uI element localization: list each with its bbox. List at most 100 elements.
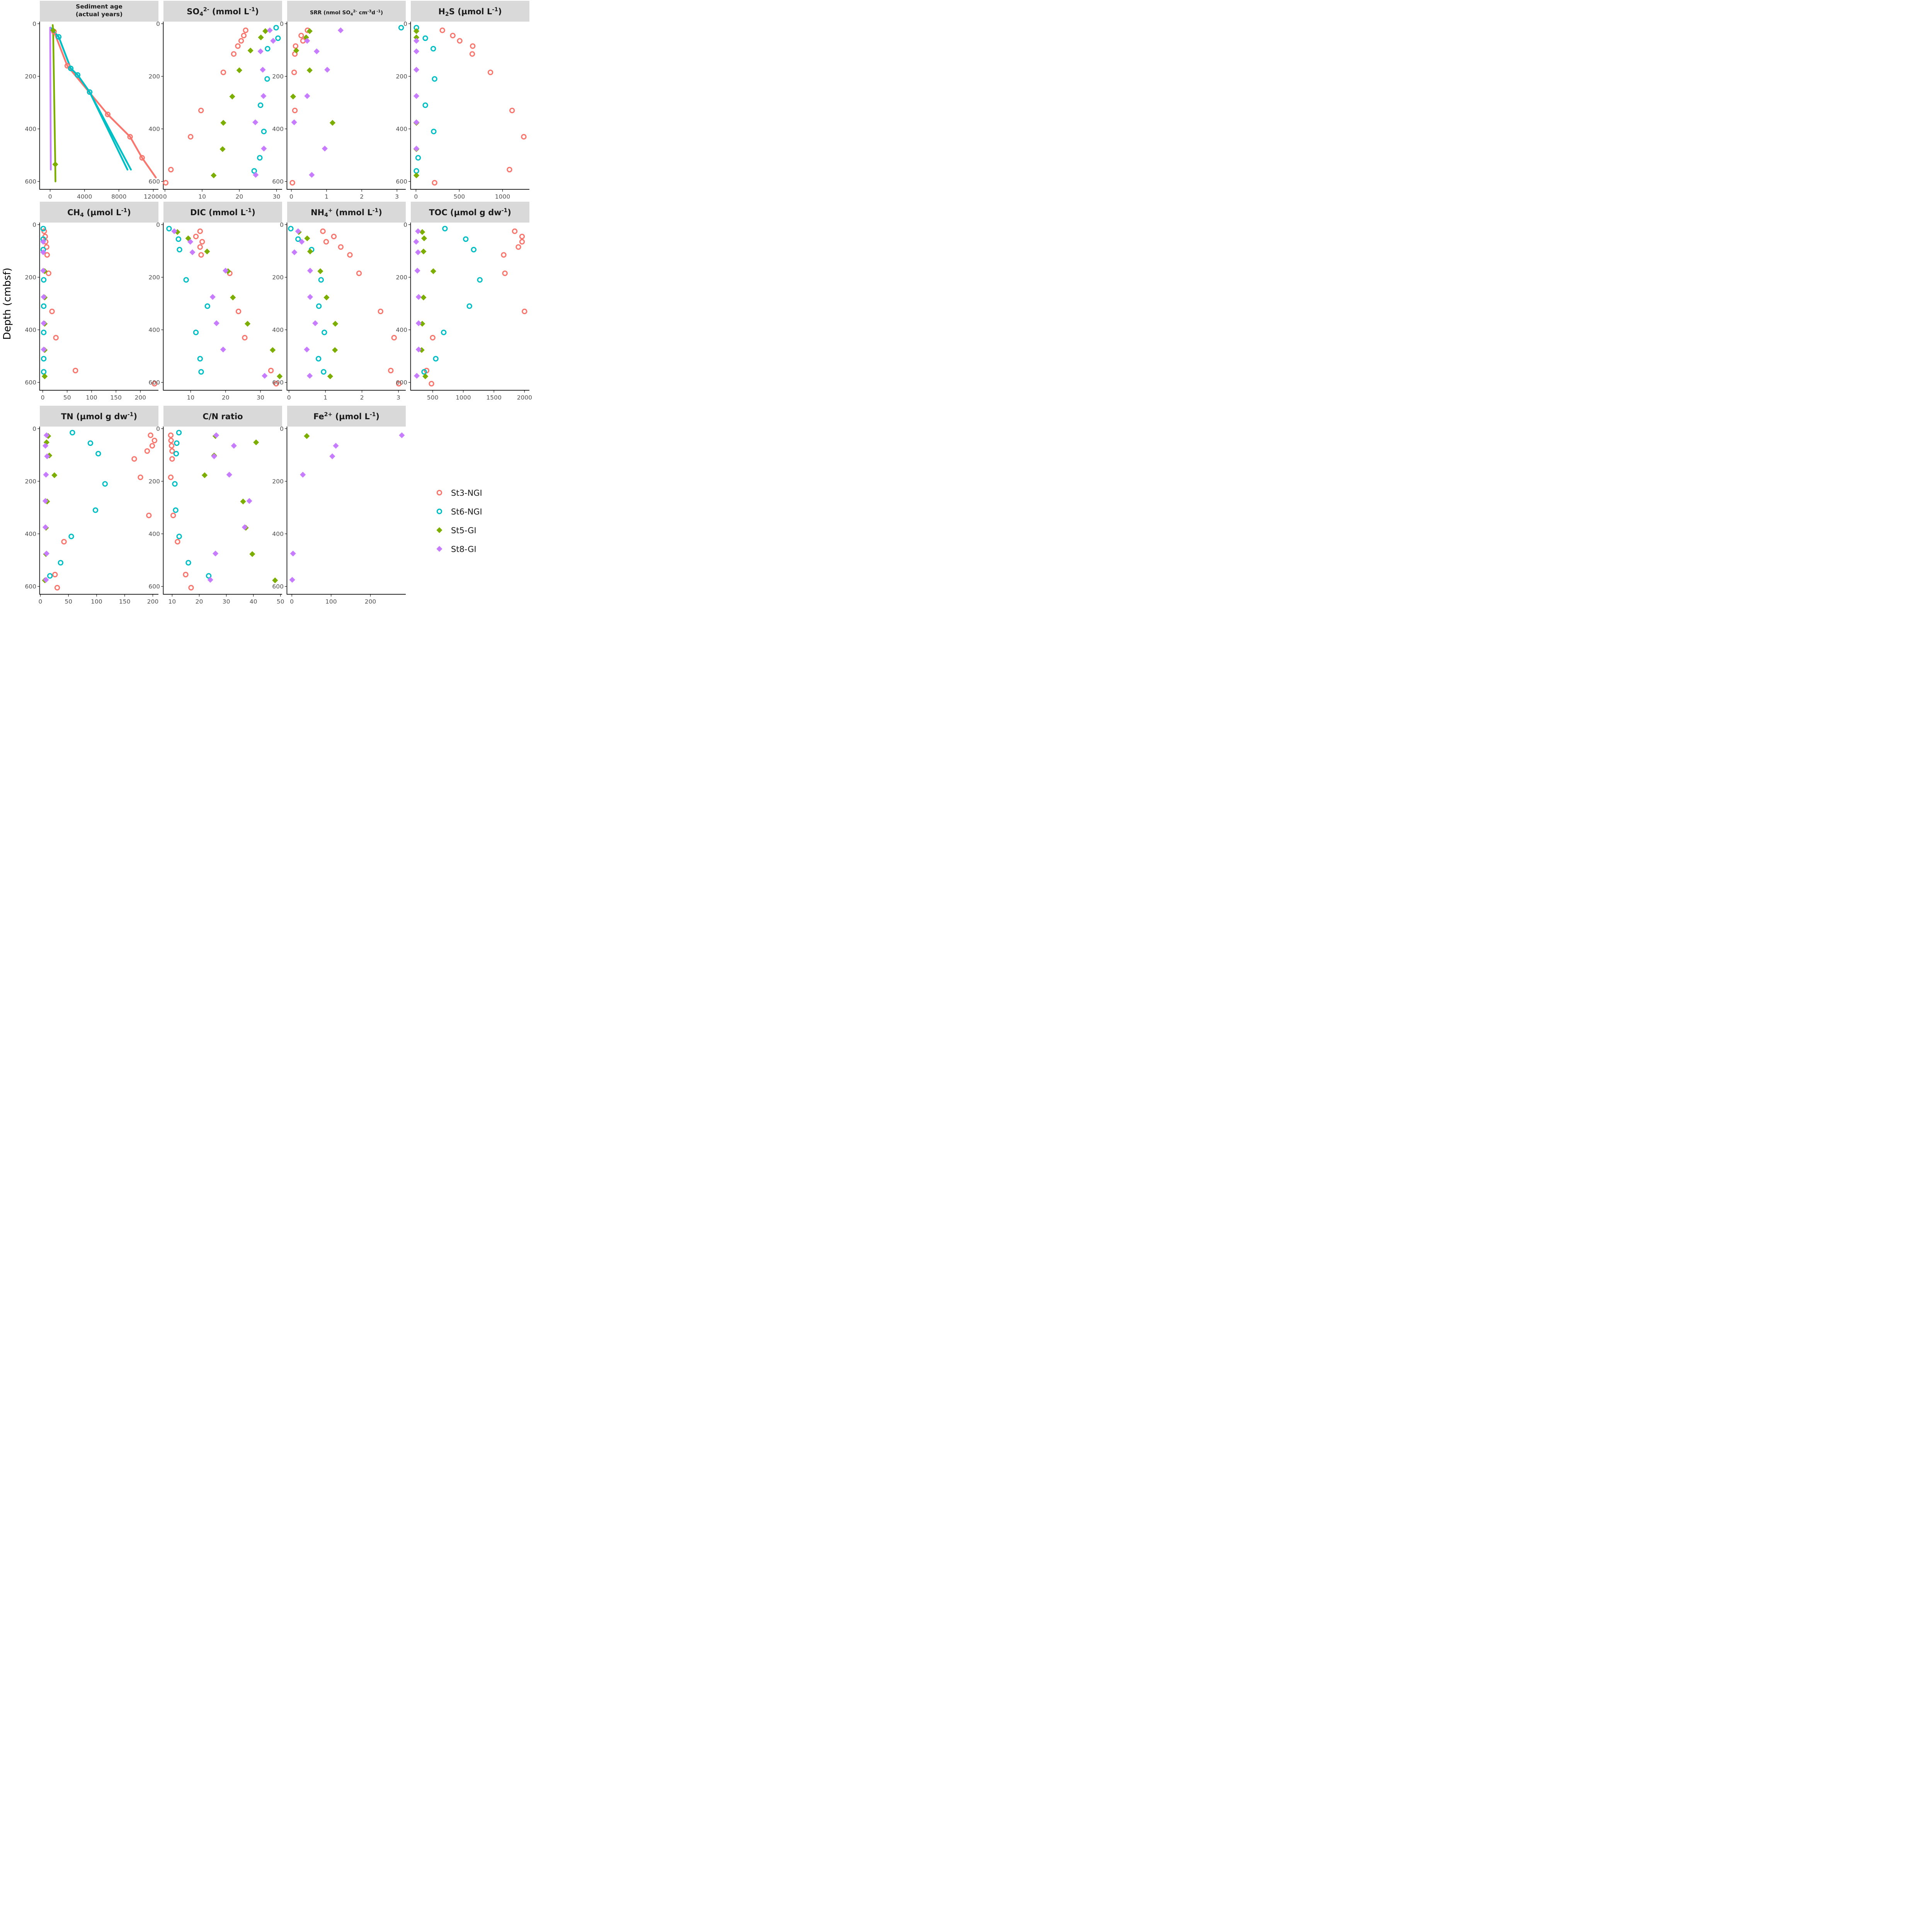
data-point	[291, 70, 297, 75]
data-point	[432, 180, 437, 186]
series-st6-ngi	[172, 430, 212, 579]
series-st6-ngi	[47, 430, 108, 579]
series-st3-ngi	[424, 228, 527, 387]
data-point	[422, 35, 428, 41]
y-tick-label: 0	[156, 425, 160, 432]
y-tick-label: 200	[148, 274, 160, 281]
data-point	[333, 443, 339, 449]
panel-title: CH4 (µmol L-1)	[67, 207, 131, 218]
series-st8-gi	[291, 228, 318, 379]
data-point	[316, 356, 322, 362]
data-point	[46, 270, 51, 276]
data-point	[413, 48, 420, 54]
data-point	[466, 303, 472, 309]
data-point	[262, 28, 269, 34]
x-tick-label: 1	[325, 193, 328, 200]
x-tick-label: 2000	[517, 394, 532, 401]
x-tick-label: 200	[147, 598, 159, 605]
legend: St3-NGI St6-NGI St5-GI St8-GI	[436, 488, 482, 554]
panel-9: TN (µmol g dw-1) 0 200 400 600 0 50 100 150 200	[25, 406, 158, 605]
data-point	[267, 27, 273, 34]
data-point	[43, 577, 49, 583]
series-line-st6-ngi	[49, 27, 132, 171]
data-point	[42, 443, 49, 449]
data-point	[509, 107, 515, 114]
y-tick-label: 400	[148, 126, 160, 133]
data-point	[144, 448, 150, 454]
data-point	[323, 239, 329, 245]
data-point	[420, 248, 427, 255]
y-tick-label: 600	[272, 178, 284, 185]
legend-entry-st8-gi: St8-GI	[436, 545, 476, 554]
panel-strip	[163, 202, 282, 223]
data-point	[399, 432, 405, 439]
y-tick-label: 600	[25, 178, 36, 185]
x-tick-label: 10	[187, 394, 195, 401]
data-point	[421, 235, 427, 242]
x-tick-label: 500	[427, 394, 439, 401]
data-point	[307, 267, 313, 274]
data-point	[198, 369, 204, 375]
y-tick-label: 400	[148, 531, 160, 537]
data-point	[519, 239, 525, 245]
data-point	[197, 244, 203, 250]
data-point	[422, 102, 428, 108]
data-point	[247, 48, 253, 54]
panel-title: NH4+ (mmol L-1)	[311, 207, 382, 218]
data-point	[170, 512, 176, 519]
data-point	[322, 145, 328, 152]
data-point	[174, 440, 180, 446]
data-point	[199, 239, 205, 245]
series-st3-ngi	[289, 27, 311, 186]
y-tick-label: 200	[25, 478, 36, 485]
series-st8-gi	[413, 228, 422, 379]
data-point	[332, 321, 339, 327]
panel-strip	[40, 202, 158, 223]
data-point	[207, 577, 213, 583]
data-point	[303, 34, 309, 41]
data-point	[173, 451, 179, 457]
data-point	[168, 474, 174, 480]
series-st3-ngi	[168, 432, 194, 591]
data-point	[50, 27, 56, 34]
legend-key	[436, 546, 442, 552]
x-tick-label: 0	[290, 598, 294, 605]
x-tick-label: 0	[41, 394, 45, 401]
series-st8-gi	[171, 228, 268, 379]
data-point	[521, 134, 527, 140]
data-point	[176, 430, 182, 435]
data-point	[277, 373, 283, 379]
data-point	[41, 277, 47, 283]
x-tick-label: 150	[110, 394, 122, 401]
legend-key	[436, 527, 442, 533]
data-point	[169, 456, 175, 462]
panel-title: TOC (µmol g dw-1)	[429, 207, 511, 217]
x-tick-label: 200	[134, 394, 146, 401]
panel-strip	[40, 406, 158, 427]
data-point	[212, 550, 219, 557]
data-point	[477, 277, 483, 283]
y-tick-label: 600	[148, 178, 160, 185]
series-st6-ngi	[40, 226, 47, 375]
data-point	[331, 233, 337, 240]
x-tick-label: 20	[196, 598, 203, 605]
data-point	[442, 226, 448, 231]
x-tick-label: 4000	[77, 193, 92, 200]
y-tick-label: 400	[272, 531, 284, 537]
panel-11: Fe2+ (µmol L-1) 0 200 400 600 0 100 200	[272, 406, 406, 605]
data-point	[168, 432, 174, 438]
data-point	[204, 303, 210, 309]
y-tick-label: 600	[272, 379, 284, 386]
x-tick-label: 40	[250, 598, 257, 605]
data-point	[288, 226, 294, 231]
data-point	[388, 367, 394, 374]
data-point	[75, 72, 81, 78]
data-point	[53, 335, 59, 341]
panel-title-line: Sediment age	[76, 3, 122, 10]
data-point	[149, 443, 155, 449]
data-point	[304, 346, 310, 353]
data-point	[430, 46, 436, 52]
series-line-st5-gi	[52, 24, 56, 182]
data-point	[289, 577, 295, 583]
data-point	[413, 28, 420, 34]
